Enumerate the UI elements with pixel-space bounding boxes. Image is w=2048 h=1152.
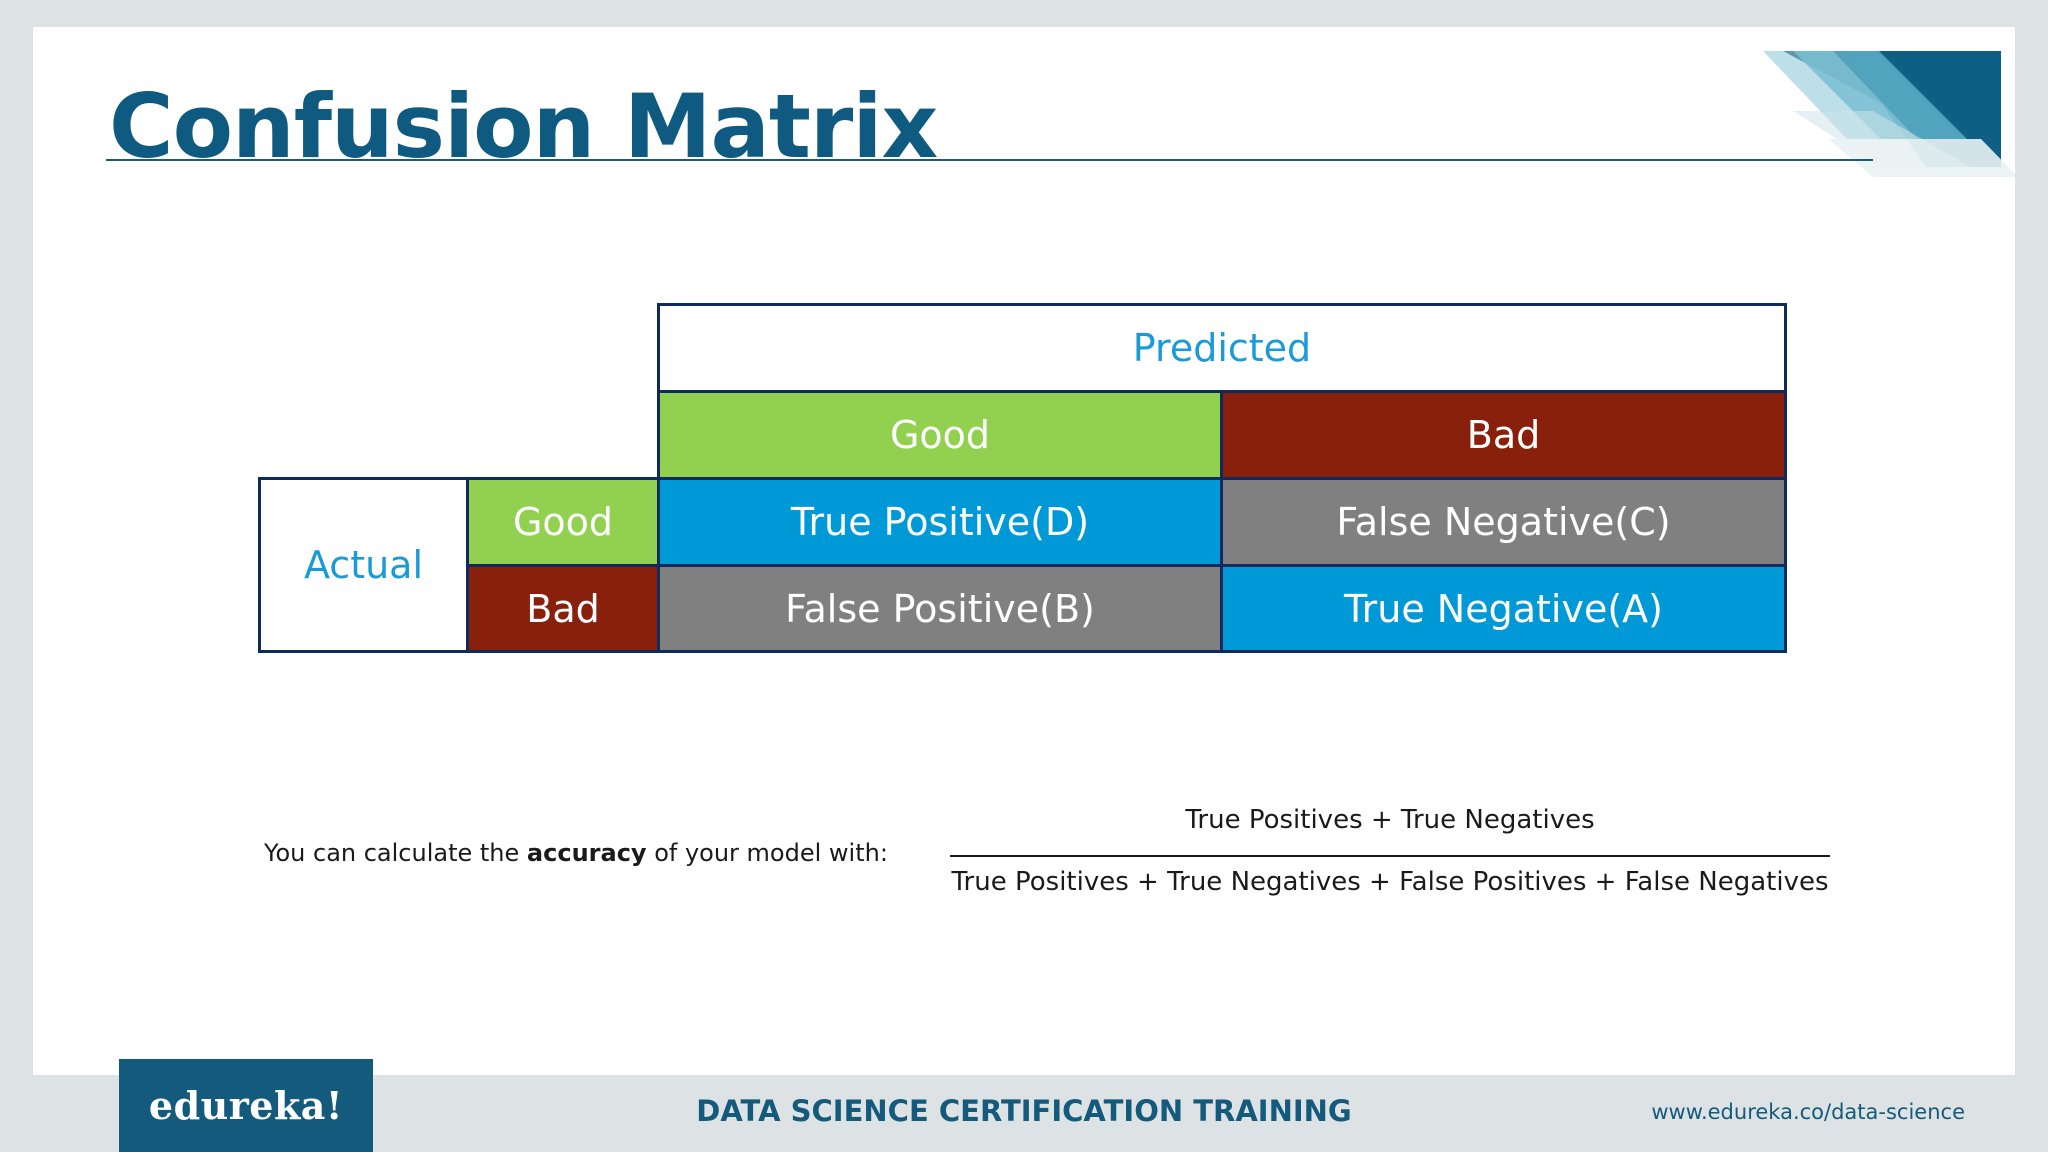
title-underline bbox=[106, 159, 1873, 161]
slide-title: Confusion Matrix bbox=[109, 75, 938, 178]
accuracy-prefix: You can calculate the bbox=[264, 839, 527, 867]
accuracy-suffix: of your model with: bbox=[646, 839, 888, 867]
actual-header: Actual bbox=[258, 477, 469, 653]
actual-good-header: Good bbox=[466, 477, 660, 567]
predicted-good-header: Good bbox=[657, 390, 1223, 480]
formula-denominator: True Positives + True Negatives + False … bbox=[951, 867, 1829, 897]
logo-text: edureka! bbox=[148, 1083, 344, 1128]
footer-course-title: DATA SCIENCE CERTIFICATION TRAINING bbox=[696, 1094, 1352, 1128]
formula-numerator: True Positives + True Negatives bbox=[1185, 805, 1595, 835]
accuracy-description: You can calculate the accuracy of your m… bbox=[264, 839, 888, 867]
true-negative-cell: True Negative(A) bbox=[1220, 564, 1787, 653]
fraction-bar bbox=[950, 855, 1830, 857]
slide: Confusion Matrix Predicted Good Bad Actu… bbox=[33, 27, 2015, 1075]
accuracy-keyword: accuracy bbox=[526, 839, 647, 867]
false-positive-cell: False Positive(B) bbox=[657, 564, 1223, 653]
false-negative-cell: False Negative(C) bbox=[1220, 477, 1787, 567]
predicted-bad-header: Bad bbox=[1220, 390, 1787, 480]
predicted-header: Predicted bbox=[657, 303, 1787, 393]
edureka-logo: edureka! bbox=[119, 1059, 373, 1152]
true-positive-cell: True Positive(D) bbox=[657, 477, 1223, 567]
footer-url: www.edureka.co/data-science bbox=[1651, 1100, 1965, 1124]
actual-bad-header: Bad bbox=[466, 564, 660, 653]
